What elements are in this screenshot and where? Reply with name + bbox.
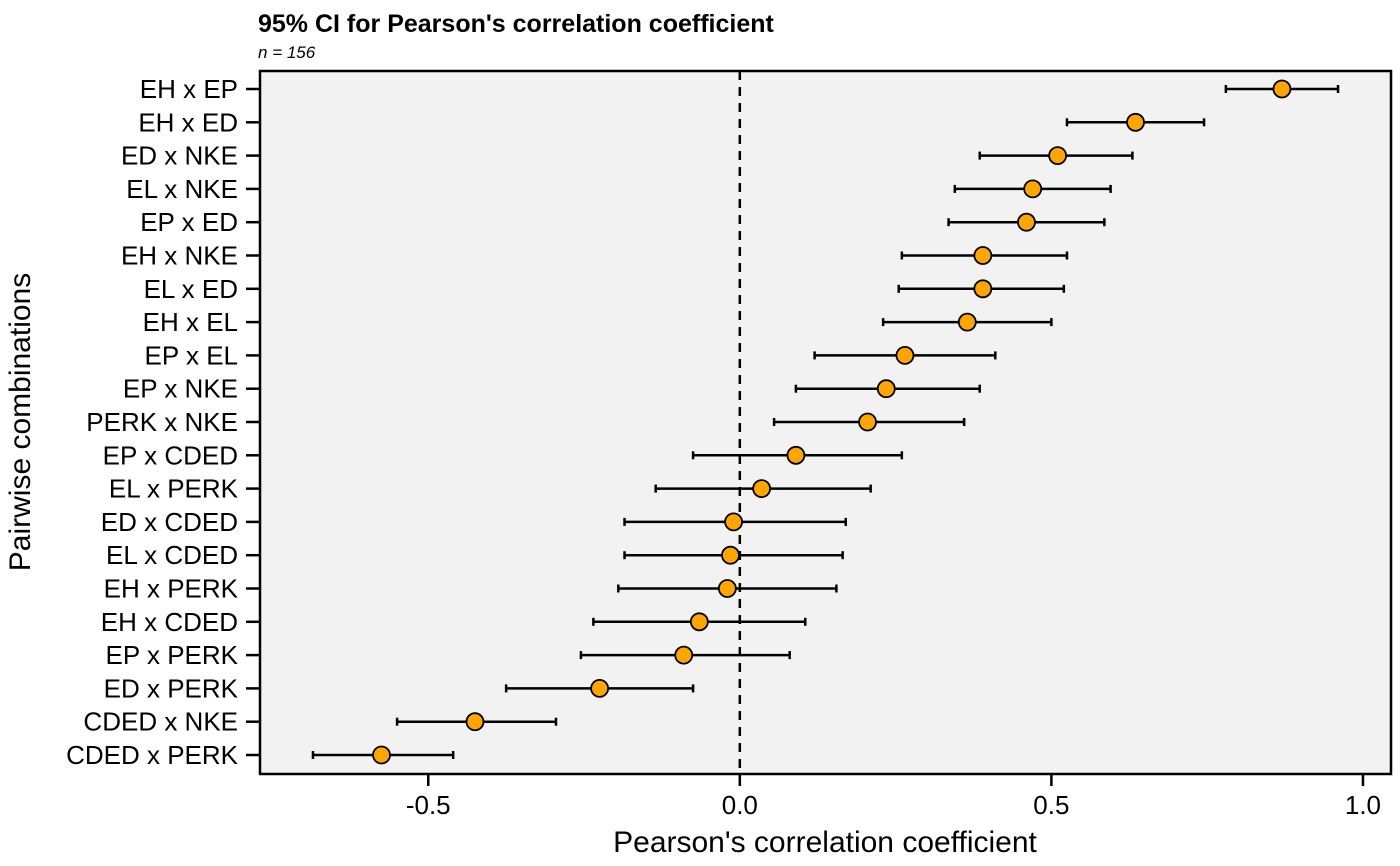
y-tick-label: EP x NKE [123, 374, 238, 404]
subtitle-equals: = [267, 43, 286, 62]
y-tick-label: EP x EL [145, 340, 238, 370]
chart-marks [311, 71, 1340, 774]
estimate-point [1048, 146, 1068, 166]
estimate-point [1023, 179, 1043, 199]
estimate-point [973, 246, 993, 265]
estimate-point [674, 645, 694, 665]
subtitle-n-label: n [258, 43, 267, 62]
y-tick-label: EH x ED [138, 107, 238, 137]
estimate-point [465, 712, 485, 732]
y-axis-title: Pairwise combinations [4, 273, 37, 571]
chart-title: 95% CI for Pearson's correlation coeffic… [258, 10, 774, 38]
estimate-point [957, 312, 977, 332]
estimate-point [786, 445, 806, 465]
y-tick-label: ED x CDED [101, 507, 238, 537]
estimate-point [858, 412, 877, 432]
y-tick-label: EH x EP [140, 74, 238, 104]
subtitle-n-value: 156 [287, 43, 316, 62]
y-tick-label: CDED x NKE [83, 707, 238, 737]
x-tick-label: -0.5 [406, 790, 451, 820]
estimate-point [372, 745, 391, 765]
y-tick-label: EH x EL [143, 307, 238, 337]
estimate-point [876, 379, 896, 399]
y-tick-label: EL x CDED [106, 540, 238, 570]
y-tick-label: EL x ED [144, 274, 238, 304]
y-tick-label: EP x CDED [103, 440, 238, 470]
y-tick-label: EL x PERK [109, 474, 239, 504]
estimate-point [973, 279, 993, 299]
y-tick-label: PERK x NKE [86, 407, 238, 437]
estimate-point [689, 612, 709, 632]
estimate-point [895, 345, 915, 365]
y-tick-label: EP x ED [140, 207, 238, 237]
y-tick-label: ED x NKE [121, 141, 238, 171]
estimate-point [717, 579, 737, 598]
estimate-point [724, 512, 743, 532]
estimate-point [721, 545, 740, 565]
y-tick-label: EH x NKE [121, 241, 238, 271]
estimate-point [1126, 112, 1145, 132]
y-tick-label: ED x PERK [104, 673, 239, 703]
estimate-point [1272, 79, 1292, 99]
estimate-point [752, 479, 772, 499]
x-tick-label: 0.5 [1033, 790, 1069, 820]
x-tick-label: 1.0 [1345, 790, 1381, 820]
y-tick-label: CDED x PERK [66, 740, 239, 770]
y-tick-label: EH x PERK [104, 574, 239, 604]
x-tick-label: 0.0 [722, 790, 758, 820]
x-axis-title: Pearson's correlation coefficient [613, 826, 1037, 859]
chart-subtitle: n = 156 [258, 43, 316, 62]
y-tick-label: EH x CDED [101, 607, 238, 637]
estimate-point [590, 679, 610, 698]
x-axis-ticks: -0.5 0.0 0.5 1.0 [406, 774, 1381, 820]
y-tick-label: EP x PERK [106, 640, 239, 670]
y-tick-label: EL x NKE [126, 174, 238, 204]
estimate-point [1017, 212, 1036, 232]
